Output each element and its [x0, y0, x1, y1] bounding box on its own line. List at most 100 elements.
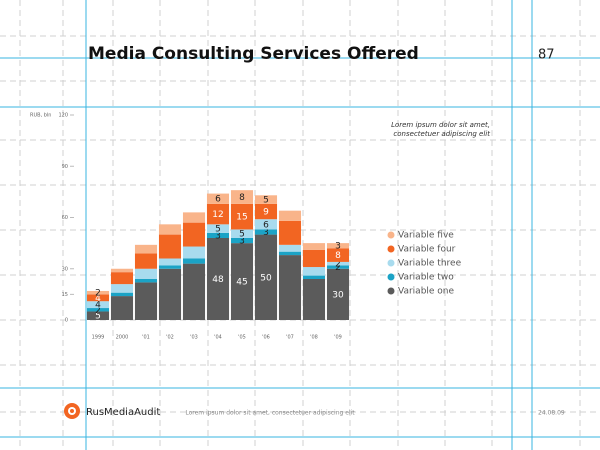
y-tick-label: 30	[62, 266, 68, 272]
bar-segment	[254, 195, 278, 204]
bar-segment	[182, 222, 206, 247]
data-label: 2	[95, 306, 101, 316]
x-tick-label: 2000	[116, 335, 129, 341]
data-label: 2	[95, 289, 101, 299]
footer-date: 24.08.09	[538, 410, 565, 417]
bar-segment	[278, 251, 302, 256]
bar-segment	[326, 265, 350, 269]
bar-segment	[206, 193, 230, 204]
bar-segment	[158, 224, 182, 235]
bar-segment	[86, 290, 110, 295]
bar-segment	[110, 296, 134, 320]
data-label: 4	[95, 294, 101, 304]
bar-segment	[230, 229, 254, 238]
data-label: 2	[335, 260, 341, 270]
bar-segment	[254, 219, 278, 230]
bar-segment	[302, 279, 326, 320]
footer-text: Lorem ipsum dolor sit amet, consectetuer…	[185, 410, 355, 417]
data-label: 5	[215, 225, 221, 235]
bar-segment	[254, 229, 278, 235]
y-tick-label: 15	[62, 292, 68, 298]
bar-segment	[302, 267, 326, 276]
bar-segment	[158, 265, 182, 269]
annotation: Lorem ipsum dolor sit amet,	[391, 121, 490, 129]
x-tick-label: '06	[262, 335, 270, 341]
bar-segment	[302, 243, 326, 250]
legend-swatch	[387, 259, 395, 267]
x-tick-label: '01	[142, 335, 150, 341]
bar-segment	[230, 190, 254, 204]
bar-segment	[206, 238, 230, 320]
logo-text: RusMediaAudit	[86, 407, 160, 418]
data-label: 50	[260, 273, 272, 283]
y-axis-label: RUB, bln	[30, 113, 51, 119]
legend-label: Variable one	[398, 287, 455, 297]
bar-segment	[110, 292, 134, 297]
data-label: 5	[263, 196, 269, 206]
data-label: 48	[212, 275, 224, 285]
bar-segment	[182, 246, 206, 259]
data-label: 45	[236, 278, 247, 288]
data-label: 6	[263, 220, 269, 230]
data-label: 4	[95, 301, 101, 311]
y-tick-label: 90	[62, 164, 68, 170]
x-tick-label: '03	[190, 335, 198, 341]
bar-segment	[134, 282, 158, 320]
bar-segment	[278, 210, 302, 221]
data-label: 2	[335, 263, 341, 273]
x-tick-label: '04	[214, 335, 222, 341]
data-label: 3	[335, 242, 341, 252]
bar-segment	[110, 284, 134, 293]
bar-segment	[86, 294, 110, 302]
bar-segment	[254, 234, 278, 320]
y-tick-label: 120	[58, 113, 68, 119]
y-tick-label: 0	[65, 318, 68, 324]
legend-label: Variable four	[398, 245, 456, 255]
x-tick-label: '09	[334, 335, 342, 341]
legend-label: Variable three	[398, 259, 462, 269]
bar-segment	[302, 249, 326, 268]
data-label: 15	[236, 213, 247, 223]
legend-swatch	[387, 287, 395, 295]
bar-segment	[302, 275, 326, 279]
bar-segment	[110, 272, 134, 285]
data-label: 3	[239, 237, 245, 247]
bar-segment	[134, 279, 158, 283]
bar-segment	[254, 203, 278, 220]
bar-segment	[230, 243, 254, 320]
x-tick-label: 1999	[92, 335, 105, 341]
data-label: 3	[215, 231, 221, 241]
bar-segment	[326, 268, 350, 320]
bar-segment	[158, 258, 182, 266]
bar-segment	[326, 261, 350, 266]
data-label: 5	[239, 230, 245, 240]
data-label: 3	[263, 228, 269, 238]
y-tick-label: 60	[62, 215, 68, 221]
bar-segment	[158, 268, 182, 320]
bar-segment	[278, 220, 302, 245]
data-label: 6	[215, 195, 221, 205]
legend-label: Variable two	[398, 273, 454, 283]
bar-segment	[230, 238, 254, 244]
bar-segment	[134, 253, 158, 269]
bar-segment	[230, 203, 254, 230]
bar-segment	[278, 255, 302, 320]
data-label: 8	[239, 193, 245, 203]
bar-segment	[206, 232, 230, 238]
bar-segment	[182, 263, 206, 320]
bar-segment	[86, 308, 110, 312]
data-label: 30	[332, 290, 344, 300]
bar-segment	[110, 268, 134, 273]
bar-segment	[206, 224, 230, 233]
bar-segment	[182, 258, 206, 264]
bar-segment	[326, 248, 350, 262]
bar-segment	[86, 301, 110, 309]
data-label: 9	[263, 208, 269, 218]
x-tick-label: '07	[286, 335, 294, 341]
legend-swatch	[387, 245, 395, 253]
data-label: 12	[212, 210, 223, 220]
annotation: consectetuer adipiscing elit	[393, 130, 490, 138]
bar-segment	[326, 243, 350, 249]
bar-segment	[278, 244, 302, 252]
